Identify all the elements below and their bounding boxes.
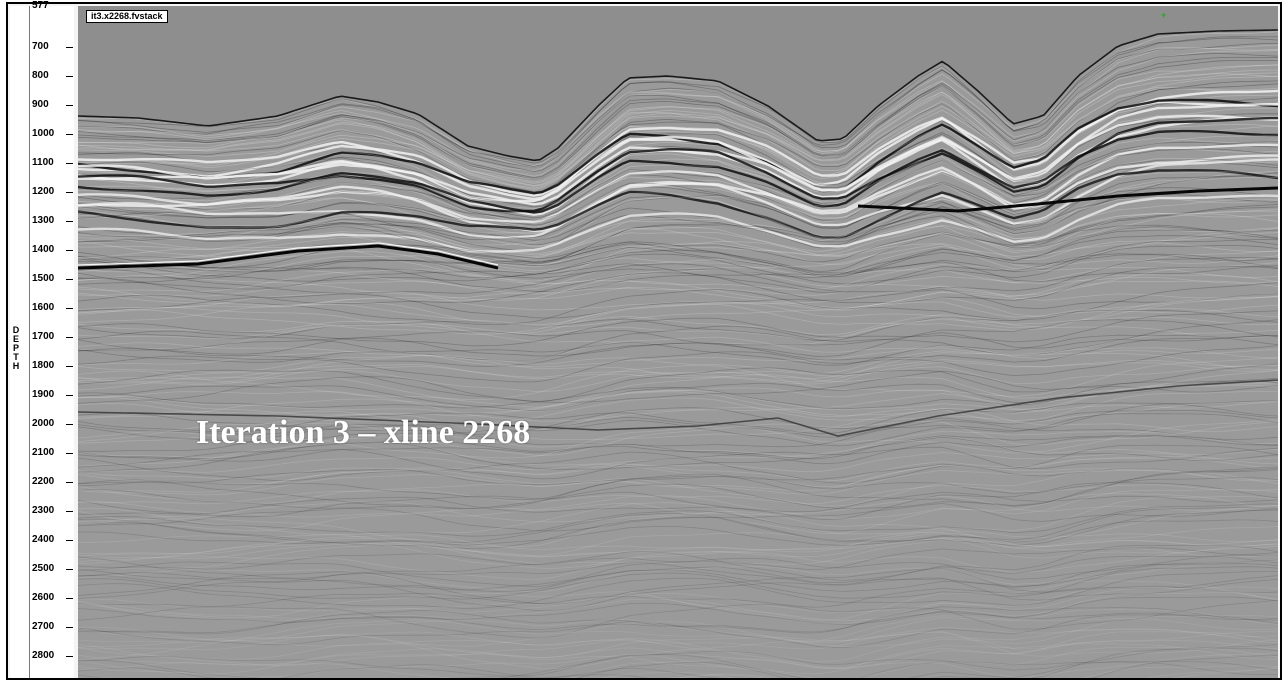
depth-tick-mark bbox=[66, 540, 73, 541]
depth-tick-label: 1000 bbox=[32, 128, 55, 139]
depth-tick-mark bbox=[66, 627, 73, 628]
depth-tick-label: 2100 bbox=[32, 447, 55, 458]
depth-tick-label: 1200 bbox=[32, 186, 55, 197]
depth-tick-mark bbox=[66, 76, 73, 77]
depth-tick-label: 1600 bbox=[32, 302, 55, 313]
section-name-tag: it3.x2268.fvstack bbox=[86, 10, 168, 23]
depth-tick-label: 2200 bbox=[32, 476, 55, 487]
depth-tick-mark bbox=[66, 424, 73, 425]
depth-tick-label: 1100 bbox=[32, 157, 54, 168]
iteration-title-overlay: Iteration 3 – xline 2268 bbox=[196, 414, 531, 451]
depth-tick-label: 1900 bbox=[32, 389, 55, 400]
depth-tick-label: 2000 bbox=[32, 418, 55, 429]
depth-tick-mark bbox=[66, 337, 73, 338]
depth-tick-label: 900 bbox=[32, 99, 49, 110]
depth-axis-title: DEPTH bbox=[12, 325, 20, 371]
depth-axis-line bbox=[29, 6, 30, 678]
depth-tick-label: 2700 bbox=[32, 621, 55, 632]
depth-tick-mark bbox=[66, 453, 73, 454]
depth-tick-label: 2500 bbox=[32, 563, 55, 574]
depth-tick-mark bbox=[66, 250, 73, 251]
depth-tick-label: 2400 bbox=[32, 534, 55, 545]
depth-tick-label: 1500 bbox=[32, 273, 55, 284]
depth-tick-mark bbox=[66, 221, 73, 222]
depth-tick-label: 1700 bbox=[32, 331, 55, 342]
crosshair-icon: + bbox=[1161, 10, 1167, 20]
depth-tick-label: 2800 bbox=[32, 650, 55, 661]
depth-tick-label: 800 bbox=[32, 70, 49, 81]
depth-tick-mark bbox=[66, 105, 73, 106]
depth-tick-label: 1300 bbox=[32, 215, 55, 226]
depth-tick-mark bbox=[66, 395, 73, 396]
depth-tick-mark bbox=[66, 47, 73, 48]
depth-tick-label: 1800 bbox=[32, 360, 55, 371]
depth-tick-mark bbox=[66, 482, 73, 483]
depth-axis: 577 700 800 900 1000 1100 1200 1300 1400 1500 160… bbox=[10, 1, 74, 678]
depth-tick-label: 2300 bbox=[32, 505, 55, 516]
depth-tick-mark bbox=[66, 569, 73, 570]
depth-tick-mark bbox=[66, 308, 73, 309]
depth-tick-mark bbox=[66, 163, 73, 164]
seismic-image bbox=[78, 6, 1278, 678]
depth-tick-label: 2600 bbox=[32, 592, 55, 603]
seismic-viewer-frame: 577 700 800 900 1000 1100 1200 1300 1400 1500 160… bbox=[6, 1, 1282, 680]
depth-tick-mark bbox=[66, 192, 73, 193]
depth-tick-mark bbox=[66, 511, 73, 512]
depth-tick-mark bbox=[66, 134, 73, 135]
depth-tick-mark bbox=[66, 279, 73, 280]
depth-tick-mark bbox=[66, 656, 73, 657]
depth-tick-label-top-partial: 577 bbox=[32, 0, 49, 11]
depth-tick-label: 700 bbox=[32, 41, 49, 52]
seismic-section-plot[interactable]: it3.x2268.fvstack + Iteration 3 – xline … bbox=[78, 6, 1278, 678]
depth-tick-mark bbox=[66, 366, 73, 367]
depth-tick-label: 1400 bbox=[32, 244, 55, 255]
depth-tick-mark bbox=[66, 598, 73, 599]
